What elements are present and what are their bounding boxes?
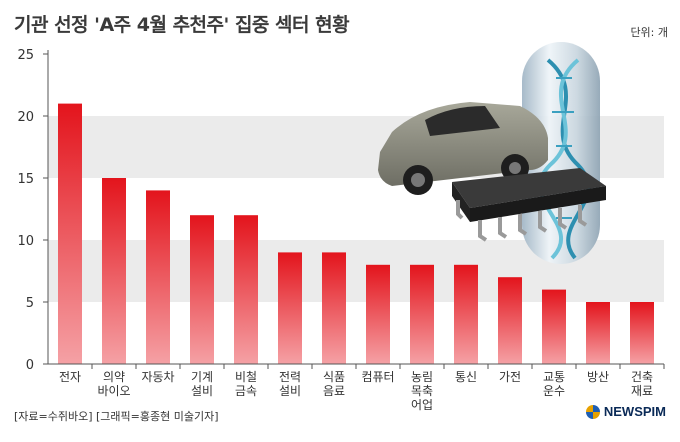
x-axis: 전자 의약 바이오 자동차 기계 설비 비철 금속 전력 설비 식품 음료 컴퓨터 농림 목축 어업 통신 가전 교…: [48, 363, 665, 412]
y-tick-label: 0: [26, 358, 34, 373]
x-tick-label: 가전: [499, 370, 521, 384]
bars: [58, 103, 654, 364]
y-tick-label: 25: [17, 48, 34, 63]
bar: [278, 252, 302, 364]
newspim-logo: NEWSPIM: [585, 404, 666, 419]
x-tick-label: 전력 설비: [279, 370, 301, 398]
y-tick-label: 5: [26, 296, 34, 311]
x-tick-label: 방산: [587, 370, 609, 384]
x-tick-label: 건축 재료: [631, 370, 653, 398]
x-tick-label: 교통 운수: [543, 370, 565, 398]
chart-title: 기관 선정 'A주 4월 추천주' 집중 섹터 현황: [14, 14, 350, 36]
bar: [542, 289, 566, 364]
bar: [630, 302, 654, 364]
x-tick-label: 기계 설비: [191, 370, 213, 398]
bar: [586, 302, 610, 364]
x-tick-label: 전자: [59, 370, 81, 384]
source-credit: [자료=수쥐바오] [그래픽=홍종현 미술기자]: [14, 410, 219, 423]
x-tick-label: 식품 음료: [323, 370, 345, 398]
bar: [366, 264, 390, 364]
bar: [454, 264, 478, 364]
x-tick-label: 의약 바이오: [97, 369, 130, 398]
logo-icon: [585, 404, 600, 419]
unit-label: 단위: 개: [630, 26, 668, 39]
y-axis: 0 5 10 15 20 25: [17, 48, 49, 373]
bar: [498, 277, 522, 364]
y-tick-label: 10: [17, 234, 34, 249]
logo-text: NEWSPIM: [603, 404, 666, 419]
bar: [190, 215, 214, 364]
x-tick-label: 자동차: [141, 370, 174, 384]
microchip-icon: [452, 168, 606, 242]
bar: [234, 215, 258, 364]
x-tick-label: 농림 목축 어업: [411, 370, 433, 412]
x-tick-label: 통신: [455, 370, 477, 384]
bar: [322, 252, 346, 364]
x-tick-label: 컴퓨터: [361, 370, 394, 384]
x-tick-label: 비철 금속: [235, 370, 257, 398]
y-tick-label: 20: [17, 110, 34, 125]
bar: [146, 190, 170, 364]
bar: [410, 264, 434, 364]
car-icon: [378, 102, 548, 195]
bar: [58, 103, 82, 364]
bar: [102, 178, 126, 364]
y-tick-label: 15: [17, 172, 34, 187]
